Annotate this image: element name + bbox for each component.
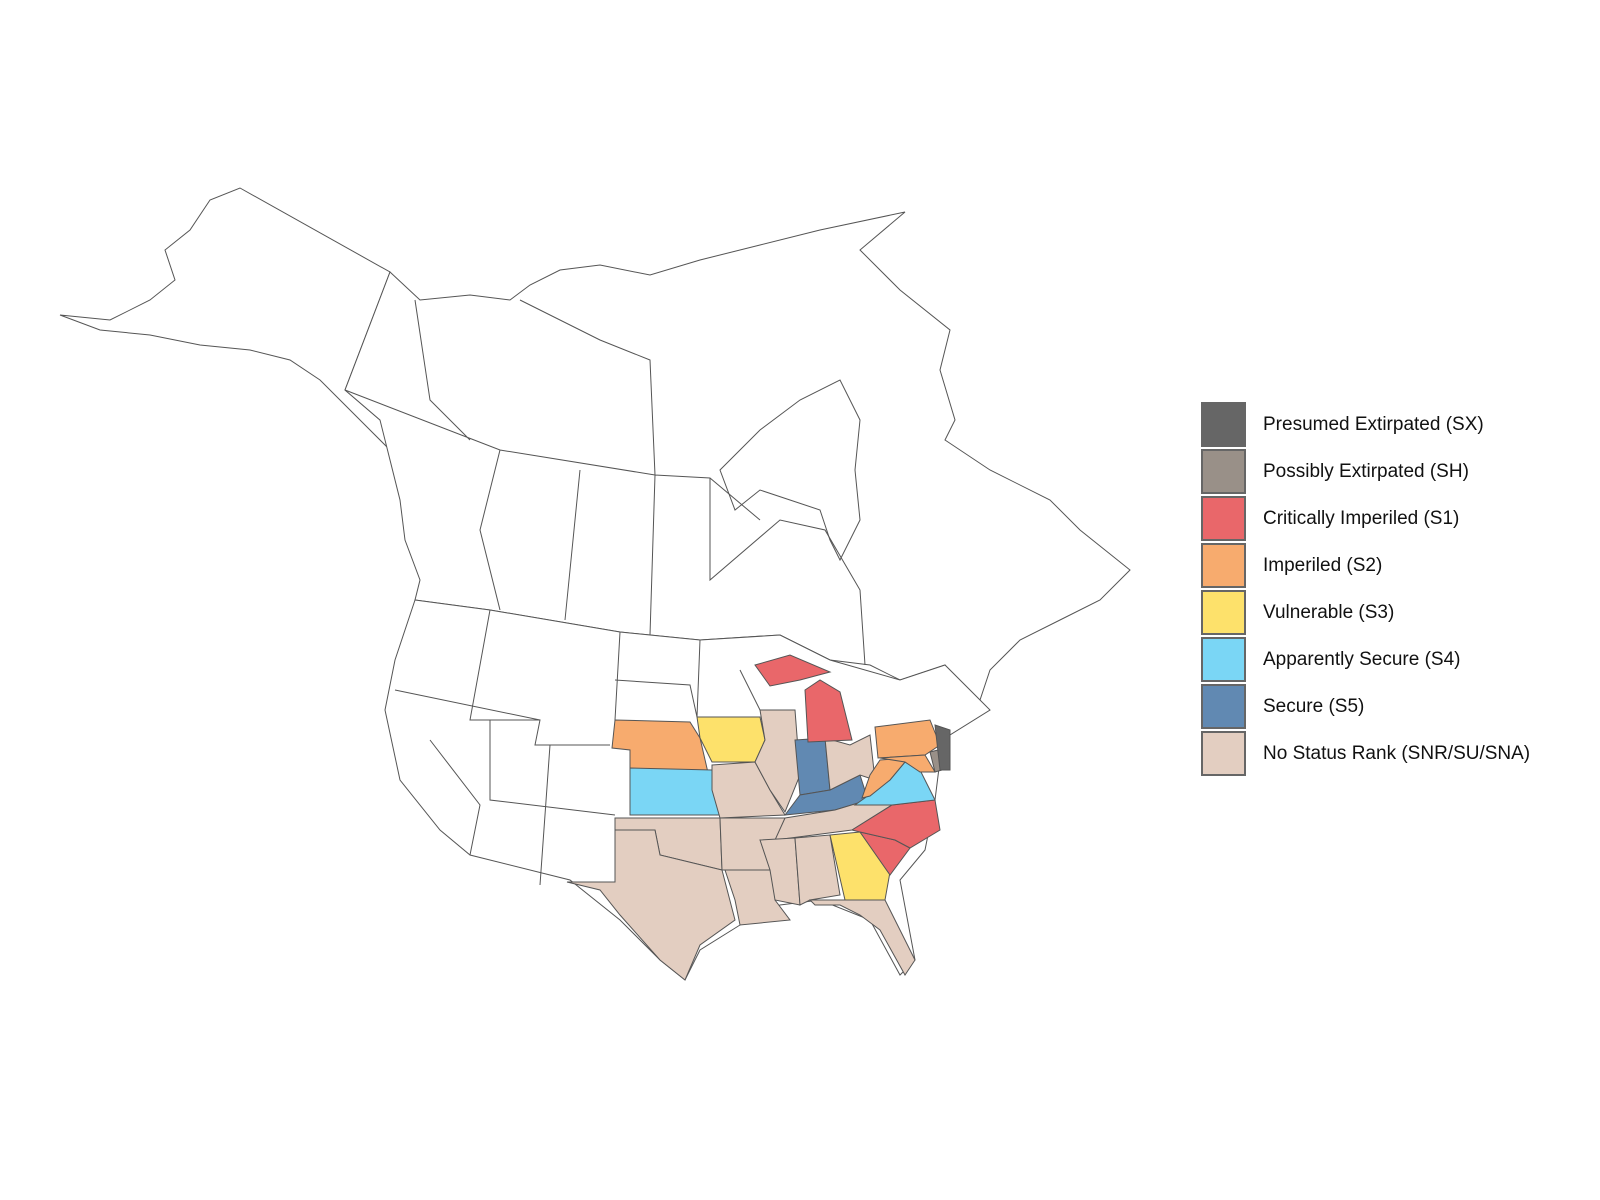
province-borders: [344, 299, 866, 666]
hudson-bay: [719, 379, 861, 562]
legend-swatch: [1201, 449, 1246, 494]
legend-item-sh: Possibly Extirpated (SH): [1201, 448, 1530, 495]
region-ks: [629, 767, 721, 816]
region-il: [754, 709, 801, 814]
legend: Presumed Extirpated (SX) Possibly Extirpa…: [1201, 401, 1530, 777]
legend-item-s4: Apparently Secure (S4): [1201, 636, 1530, 683]
legend-label: Apparently Secure (S4): [1263, 648, 1461, 670]
region-in: [794, 737, 831, 796]
colored-regions: [566, 654, 951, 981]
region-mi: [804, 679, 853, 743]
region-al: [794, 834, 841, 906]
legend-item-s1: Critically Imperiled (S1): [1201, 495, 1530, 542]
region-fl: [808, 899, 916, 976]
legend-swatch: [1201, 496, 1246, 541]
legend-swatch: [1201, 402, 1246, 447]
legend-swatch: [1201, 684, 1246, 729]
legend-item-s3: Vulnerable (S3): [1201, 589, 1530, 636]
legend-label: Secure (S5): [1263, 695, 1365, 717]
legend-label: Vulnerable (S3): [1263, 601, 1395, 623]
legend-label: Critically Imperiled (S1): [1263, 507, 1460, 529]
region-nj: [934, 724, 951, 771]
legend-swatch: [1201, 731, 1246, 776]
state-borders: [394, 609, 761, 886]
legend-label: No Status Rank (SNR/SU/SNA): [1263, 742, 1531, 764]
region-pa: [874, 719, 941, 759]
base-map: [59, 187, 1131, 981]
region-mi: [754, 654, 832, 687]
legend-item-s5: Secure (S5): [1201, 683, 1530, 730]
legend-swatch: [1201, 637, 1246, 682]
legend-label: Possibly Extirpated (SH): [1263, 460, 1469, 482]
region-tx: [566, 829, 736, 981]
legend-item-s2: Imperiled (S2): [1201, 542, 1530, 589]
legend-label: Imperiled (S2): [1263, 554, 1383, 576]
region-ga: [829, 831, 891, 901]
region-md: [879, 754, 936, 773]
legend-label: Presumed Extirpated (SX): [1263, 413, 1484, 435]
region-ms: [759, 837, 801, 906]
legend-item-snr: No Status Rank (SNR/SU/SNA): [1201, 730, 1530, 777]
alaska: [59, 187, 411, 472]
legend-swatch: [1201, 590, 1246, 635]
legend-swatch: [1201, 543, 1246, 588]
legend-item-sx: Presumed Extirpated (SX): [1201, 401, 1530, 448]
